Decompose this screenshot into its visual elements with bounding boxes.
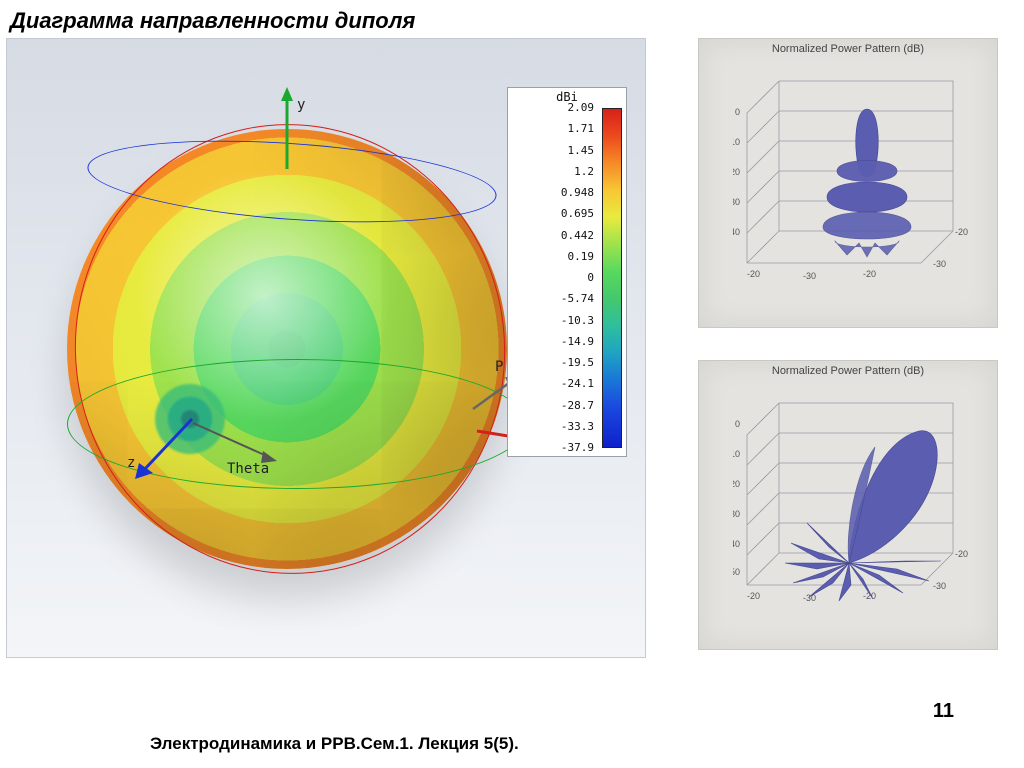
svg-text:-50: -50 <box>733 567 740 577</box>
side-plot-1-pattern <box>817 99 917 259</box>
side-plot-2-title: Normalized Power Pattern (dB) <box>699 365 997 377</box>
svg-text:-30: -30 <box>733 197 740 207</box>
colorbar: dBi 2.091.711.451.20.9480.6950.4420.190-… <box>507 87 627 457</box>
colorbar-tick: -37.9 <box>514 441 594 454</box>
colorbar-tick: 0.442 <box>514 229 594 242</box>
colorbar-tick: -5.74 <box>514 292 594 305</box>
colorbar-tick: -10.3 <box>514 314 594 327</box>
svg-text:-30: -30 <box>803 271 816 281</box>
colorbar-tick: 2.09 <box>514 101 594 114</box>
colorbar-tick: -19.5 <box>514 356 594 369</box>
colorbar-tick: -28.7 <box>514 399 594 412</box>
svg-text:-20: -20 <box>955 227 968 237</box>
colorbar-ticks: 2.091.711.451.20.9480.6950.4420.190-5.74… <box>514 106 596 450</box>
page-title: Диаграмма направленности диполя <box>10 8 415 34</box>
colorbar-tick: 0.695 <box>514 207 594 220</box>
svg-text:0: 0 <box>735 107 740 117</box>
svg-text:-10: -10 <box>733 449 740 459</box>
colorbar-tick: 0 <box>514 271 594 284</box>
svg-text:-20: -20 <box>863 269 876 279</box>
colorbar-tick: 0.948 <box>514 186 594 199</box>
svg-text:-20: -20 <box>747 591 760 601</box>
side-plot-2: Normalized Power Pattern (dB) 0 -10 <box>698 360 998 650</box>
side-plot-2-pattern <box>779 413 949 603</box>
colorbar-tick: 1.2 <box>514 165 594 178</box>
colorbar-strip <box>602 108 622 448</box>
side-plot-1: Normalized Power Pattern (dB) <box>698 38 998 328</box>
colorbar-tick: -24.1 <box>514 377 594 390</box>
page-number: 11 <box>933 700 954 723</box>
svg-text:-30: -30 <box>733 509 740 519</box>
svg-text:-40: -40 <box>733 227 740 237</box>
axis-label-y: y <box>297 97 305 113</box>
colorbar-tick: 1.45 <box>514 144 594 157</box>
footer-text: Электродинамика и РРВ.Сем.1. Лекция 5(5)… <box>150 734 519 754</box>
svg-text:-20: -20 <box>747 269 760 279</box>
colorbar-tick: -14.9 <box>514 335 594 348</box>
side-plot-1-title: Normalized Power Pattern (dB) <box>699 43 997 55</box>
colorbar-tick: 0.19 <box>514 250 594 263</box>
main-radiation-plot: y x z Theta P dBi 2.091.711.451.20.9480.… <box>6 38 646 658</box>
svg-text:-40: -40 <box>733 539 740 549</box>
colorbar-tick: 1.71 <box>514 122 594 135</box>
svg-text:-30: -30 <box>933 259 946 269</box>
equator-ring <box>67 359 527 489</box>
svg-text:-20: -20 <box>733 479 740 489</box>
svg-text:-10: -10 <box>733 137 740 147</box>
svg-text:0: 0 <box>735 419 740 429</box>
svg-text:-20: -20 <box>955 549 968 559</box>
colorbar-tick: -33.3 <box>514 420 594 433</box>
svg-text:-20: -20 <box>733 167 740 177</box>
